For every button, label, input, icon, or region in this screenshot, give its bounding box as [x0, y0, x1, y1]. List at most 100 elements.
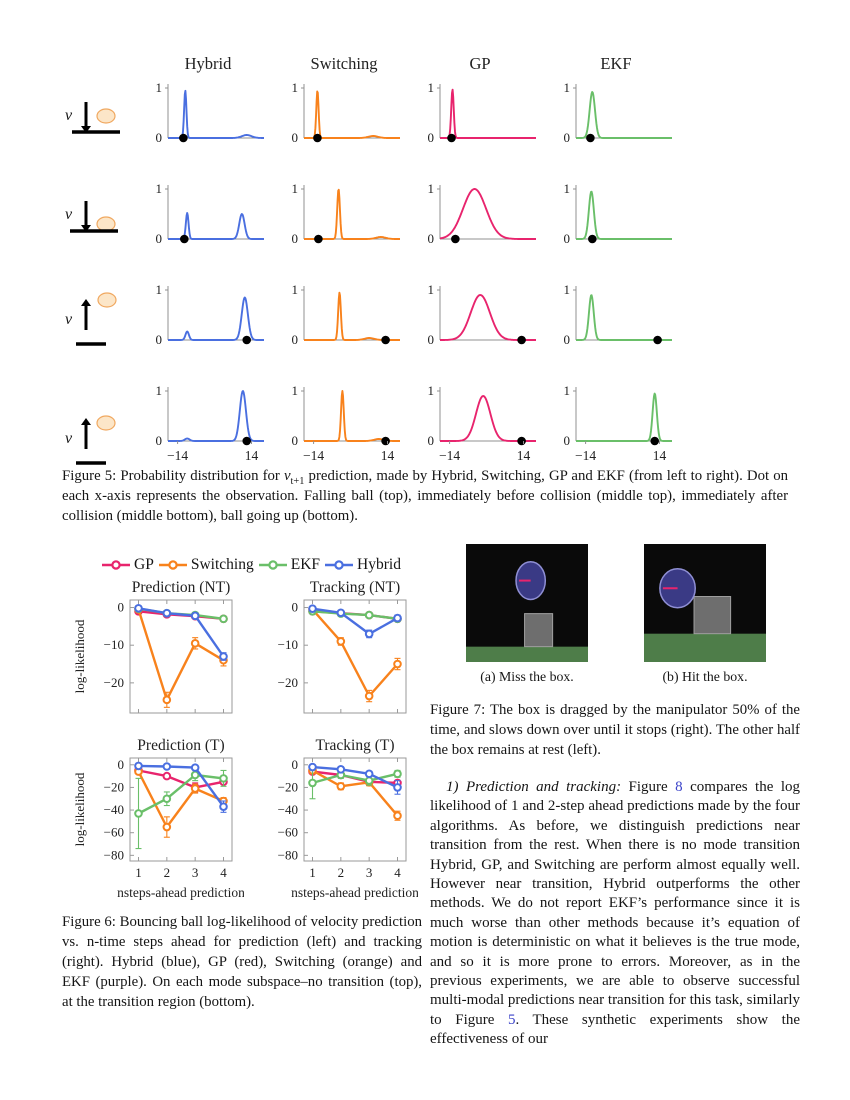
series-switching: [308, 766, 402, 821]
velocity-arrow-icon: [81, 299, 91, 306]
box: [693, 596, 732, 635]
observation-dot: [179, 133, 188, 143]
y-axis-label: log-likelihood: [72, 772, 87, 846]
observation-dot: [180, 234, 189, 244]
legend-label: EKF: [290, 556, 321, 573]
fig5-plot-r1-c2: 10: [428, 181, 537, 246]
svg-text:0: 0: [428, 231, 435, 246]
fig6-chart-prediction-nt-: Prediction (NT) 0 −10 −20 log-likelihood: [72, 579, 233, 714]
svg-text:1: 1: [156, 383, 163, 398]
distribution-curve: [575, 392, 673, 442]
svg-text:−60: −60: [104, 825, 124, 840]
series-ekf: [134, 768, 228, 850]
x-axis-label: nsteps-ahead prediction: [291, 885, 418, 900]
distribution-curve: [303, 188, 401, 240]
series-switching: [134, 767, 228, 838]
svg-text:−20: −20: [104, 675, 124, 690]
figure7: (a) Miss the box. (b) Hit the box.: [430, 544, 802, 685]
fig5-plot-r1-c0: 10: [156, 181, 265, 246]
svg-text:−14: −14: [575, 448, 596, 463]
svg-text:1: 1: [292, 80, 299, 95]
legend-label: GP: [134, 556, 154, 573]
figure7-panels: (a) Miss the box. (b) Hit the box.: [430, 544, 802, 685]
svg-text:v: v: [65, 206, 73, 223]
observation-dot: [447, 133, 456, 143]
series-hybrid: [134, 603, 228, 661]
svg-text:−14: −14: [439, 448, 460, 463]
svg-text:0: 0: [118, 600, 125, 615]
legend-marker-icon: [258, 560, 287, 570]
svg-text:2: 2: [164, 865, 171, 880]
fig5-plot-r0-c3: 10: [564, 80, 673, 145]
svg-text:0: 0: [428, 332, 435, 347]
series-hybrid: [134, 761, 228, 813]
svg-text:1: 1: [428, 181, 435, 196]
fig5-plot-r3-c2: 1 0 −14 14: [428, 383, 537, 463]
svg-text:14: 14: [517, 448, 531, 463]
svg-text:1: 1: [309, 865, 316, 880]
fig5-col-header-gp: GP: [469, 54, 491, 73]
svg-text:3: 3: [366, 865, 373, 880]
panel-subcaption: (a) Miss the box.: [480, 669, 574, 684]
svg-text:14: 14: [653, 448, 667, 463]
fig5-plot-r0-c0: 10: [156, 80, 265, 145]
svg-text:−60: −60: [278, 825, 298, 840]
fig5-plot-r3-c0: 1 0 −14 14: [156, 383, 265, 463]
svg-text:4: 4: [220, 865, 227, 880]
figure-ref-link[interactable]: 5: [507, 1011, 516, 1028]
panel-subcaption: (b) Hit the box.: [662, 669, 748, 684]
svg-text:0: 0: [292, 600, 299, 615]
svg-text:−80: −80: [278, 847, 298, 862]
svg-text:−20: −20: [278, 675, 298, 690]
svg-text:1: 1: [292, 181, 299, 196]
figure7-panel-b: (b) Hit the box.: [644, 544, 766, 685]
observation-dot: [650, 436, 660, 446]
svg-text:0: 0: [564, 433, 571, 448]
text-segment: compares the log likelihood of 1 and 2-s…: [430, 779, 800, 1028]
observation-dot: [242, 335, 252, 345]
svg-text:−10: −10: [278, 637, 298, 652]
fig5-row-icon: v: [65, 201, 118, 233]
distribution-curve: [303, 390, 401, 442]
fig5-plot-r3-c3: 1 0 −14 14: [564, 383, 673, 463]
simulation-scene-image: [644, 544, 766, 662]
svg-text:0: 0: [428, 130, 435, 145]
observation-dot: [586, 133, 595, 143]
distribution-curve: [575, 91, 673, 139]
svg-text:1: 1: [564, 181, 571, 196]
fig6-chart-prediction-t-: Prediction (T) 0 −20 −40 −60 −80 1 2 3 4 nsteps-ah…: [72, 737, 245, 900]
svg-text:3: 3: [192, 865, 199, 880]
svg-text:1: 1: [135, 865, 142, 880]
svg-text:0: 0: [564, 130, 571, 145]
text-segment: . These synthetic experiments show the e…: [430, 1011, 800, 1048]
legend-item-gp: GP: [101, 556, 154, 574]
body-paragraph: 1) Prediction and tracking: Figure 8 com…: [430, 778, 800, 1050]
fig6-chart-tracking-t-: Tracking (T) 0 −20 −40 −60 −80 1 2 3 4 nsteps-ahea…: [278, 737, 420, 900]
svg-text:v: v: [65, 311, 73, 328]
y-axis-label: log-likelihood: [72, 619, 87, 693]
svg-text:−14: −14: [167, 448, 188, 463]
svg-text:1: 1: [156, 181, 163, 196]
figure5-column-headers: Hybrid Switching GP EKF: [60, 54, 684, 74]
ball-icon: [96, 216, 116, 232]
observation-dot: [314, 234, 323, 244]
figure7-caption: Figure 7: The box is dragged by the mani…: [430, 702, 800, 759]
distribution-curve: [439, 294, 537, 341]
legend-item-ekf: EKF: [258, 556, 320, 574]
svg-text:0: 0: [156, 231, 163, 246]
svg-text:−40: −40: [278, 802, 298, 817]
ground: [644, 633, 766, 662]
svg-text:14: 14: [381, 448, 395, 463]
fig5-plot-r3-c1: 1 0 −14 14: [292, 383, 401, 463]
legend-label: Switching: [190, 556, 254, 573]
distribution-curve: [439, 395, 537, 442]
text-segment: Figure: [621, 779, 676, 795]
observation-dot: [381, 335, 390, 345]
svg-text:−40: −40: [104, 802, 124, 817]
fig5-plot-r2-c0: 10: [156, 282, 265, 347]
chart-title: Tracking (T): [315, 737, 394, 754]
observation-dot: [451, 234, 460, 244]
figure-ref-link[interactable]: 8: [675, 779, 683, 795]
svg-text:1: 1: [292, 282, 299, 297]
